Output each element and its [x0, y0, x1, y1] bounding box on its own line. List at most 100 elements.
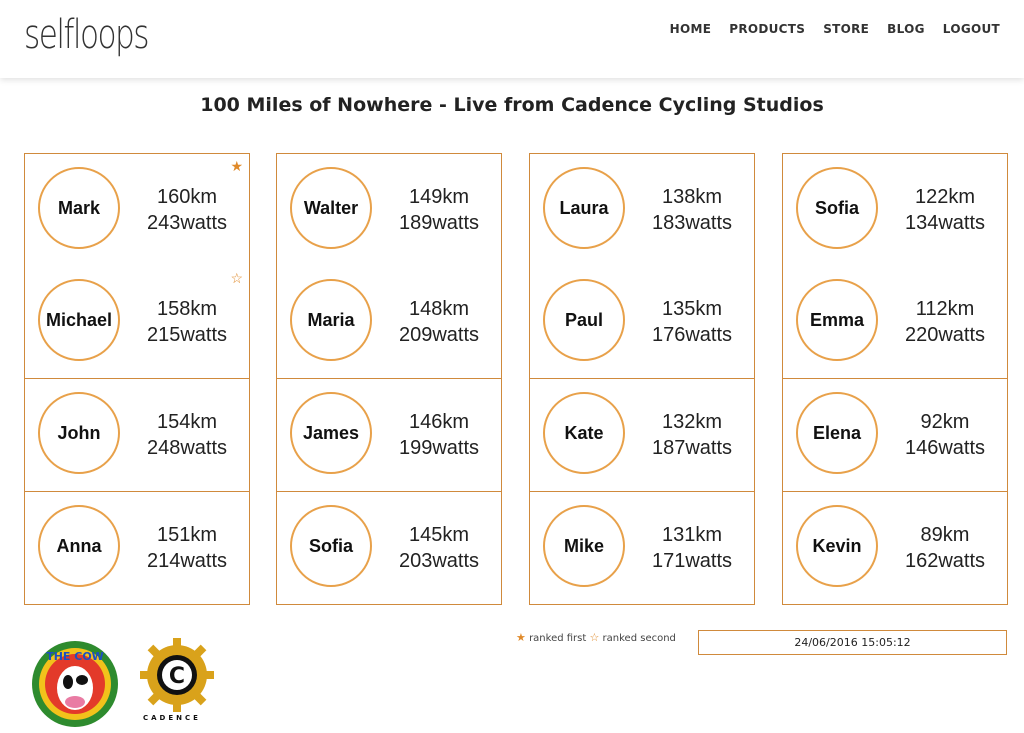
rider-distance: 112km: [915, 298, 975, 320]
rider-stats: 160km 243watts: [131, 154, 243, 266]
rider-stats: 112km 220watts: [889, 266, 1001, 378]
rider-avatar: Emma: [796, 279, 878, 361]
main-nav: HOME PRODUCTS STORE BLOG LOGOUT: [670, 22, 1000, 36]
rider-distance: 151km: [156, 524, 218, 546]
rider-card[interactable]: Sofia 122km 134watts: [782, 153, 1008, 267]
rider-distance: 138km: [661, 186, 723, 208]
svg-text:THE COW: THE COW: [46, 650, 104, 663]
legend-first-label: ranked first: [529, 633, 587, 644]
rider-avatar: Sofia: [796, 167, 878, 249]
star-outline-icon: ☆: [589, 631, 600, 644]
rider-avatar: James: [290, 392, 372, 474]
rider-distance: 148km: [408, 298, 470, 320]
rider-stats: 122km 134watts: [889, 154, 1001, 266]
rider-avatar: Maria: [290, 279, 372, 361]
rider-avatar: Michael: [38, 279, 120, 361]
rider-distance: 89km: [920, 524, 970, 546]
rider-card[interactable]: Anna 151km 214watts: [24, 492, 250, 605]
rider-power: 209watts: [398, 324, 480, 346]
rider-power: 187watts: [651, 437, 733, 459]
rider-card[interactable]: Laura 138km 183watts: [529, 153, 755, 267]
rider-stats: 135km 176watts: [636, 266, 748, 378]
rider-stats: 138km 183watts: [636, 154, 748, 266]
rider-avatar: Mike: [543, 505, 625, 587]
rider-card[interactable]: John 154km 248watts: [24, 379, 250, 492]
rider-card[interactable]: James 146km 199watts: [276, 379, 502, 492]
rider-avatar: Paul: [543, 279, 625, 361]
nav-store-link[interactable]: STORE: [823, 22, 870, 36]
rider-card[interactable]: Mike 131km 171watts: [529, 492, 755, 605]
leaderboard-column: Mark 160km 243watts ★ Michael 158km 215watts ☆ J…: [24, 153, 250, 606]
rider-card[interactable]: Mark 160km 243watts ★: [24, 153, 250, 267]
rider-card[interactable]: Elena 92km 146watts: [782, 379, 1008, 492]
rider-power: 146watts: [904, 437, 986, 459]
the-cow-sponsor-logo: THE COW: [30, 640, 120, 733]
cadence-logo-text: CADENCE: [143, 714, 201, 722]
rider-distance: 92km: [920, 411, 970, 433]
nav-products-link[interactable]: PRODUCTS: [729, 22, 806, 36]
rider-power: 176watts: [651, 324, 733, 346]
rider-stats: 151km 214watts: [131, 492, 243, 604]
rider-avatar: Kevin: [796, 505, 878, 587]
leaderboard-column: Laura 138km 183watts Paul 135km 176watts Kate 1…: [529, 153, 755, 606]
rider-avatar: Mark: [38, 167, 120, 249]
rider-power: 215watts: [146, 324, 228, 346]
rider-stats: 149km 189watts: [383, 154, 495, 266]
rider-avatar: Kate: [543, 392, 625, 474]
rider-stats: 148km 209watts: [383, 266, 495, 378]
rider-avatar: John: [38, 392, 120, 474]
rider-card[interactable]: Michael 158km 215watts ☆: [24, 266, 250, 379]
rider-power: 248watts: [146, 437, 228, 459]
rider-distance: 122km: [914, 186, 976, 208]
rider-power: 183watts: [651, 212, 733, 234]
rank-legend: ★ ranked first ☆ ranked second: [516, 631, 676, 644]
rider-distance: 158km: [156, 298, 218, 320]
star-outline-icon: ☆: [230, 270, 243, 286]
rider-avatar: Anna: [38, 505, 120, 587]
nav-logout-link[interactable]: LOGOUT: [942, 22, 1000, 36]
rider-card[interactable]: Kate 132km 187watts: [529, 379, 755, 492]
page-title: 100 Miles of Nowhere - Live from Cadence…: [200, 94, 824, 116]
rider-distance: 149km: [408, 186, 470, 208]
rider-avatar: Elena: [796, 392, 878, 474]
rider-power: 162watts: [904, 550, 986, 572]
rider-distance: 146km: [408, 411, 470, 433]
rider-distance: 131km: [661, 524, 723, 546]
nav-home-link[interactable]: HOME: [669, 22, 712, 36]
rider-card[interactable]: Walter 149km 189watts: [276, 153, 502, 267]
rider-avatar: Walter: [290, 167, 372, 249]
rider-stats: 154km 248watts: [131, 379, 243, 491]
leaderboard-column: Sofia 122km 134watts Emma 112km 220watts Elena…: [782, 153, 1008, 606]
rider-card[interactable]: Sofia 145km 203watts: [276, 492, 502, 605]
rider-stats: 158km 215watts: [131, 266, 243, 378]
rider-stats: 92km 146watts: [889, 379, 1001, 491]
rider-avatar: Laura: [543, 167, 625, 249]
rider-distance: 145km: [408, 524, 470, 546]
cadence-sponsor-logo: C: [140, 638, 214, 717]
nav-blog-link[interactable]: BLOG: [887, 22, 925, 36]
rider-power: 189watts: [398, 212, 480, 234]
svg-text:C: C: [169, 664, 185, 689]
leaderboard-grid: Mark 160km 243watts ★ Michael 158km 215watts ☆ J…: [24, 153, 1008, 606]
rider-power: 220watts: [904, 324, 986, 346]
rider-power: 134watts: [904, 212, 986, 234]
star-filled-icon: ★: [230, 158, 243, 174]
rider-stats: 89km 162watts: [889, 492, 1001, 604]
star-filled-icon: ★: [516, 631, 526, 644]
rider-card[interactable]: Paul 135km 176watts: [529, 266, 755, 379]
selfloops-logo[interactable]: selfloops: [24, 12, 150, 58]
rider-stats: 132km 187watts: [636, 379, 748, 491]
rider-power: 171watts: [651, 550, 733, 572]
top-navigation-bar: selfloops HOME PRODUCTS STORE BLOG LOGOU…: [0, 0, 1024, 78]
rider-card[interactable]: Kevin 89km 162watts: [782, 492, 1008, 605]
legend-second-label: ranked second: [602, 633, 676, 644]
rider-stats: 146km 199watts: [383, 379, 495, 491]
rider-card[interactable]: Emma 112km 220watts: [782, 266, 1008, 379]
timestamp-display: 24/06/2016 15:05:12: [698, 630, 1007, 655]
rider-power: 214watts: [146, 550, 228, 572]
rider-distance: 132km: [661, 411, 723, 433]
rider-card[interactable]: Maria 148km 209watts: [276, 266, 502, 379]
rider-power: 243watts: [146, 212, 228, 234]
rider-avatar: Sofia: [290, 505, 372, 587]
rider-distance: 160km: [156, 186, 218, 208]
